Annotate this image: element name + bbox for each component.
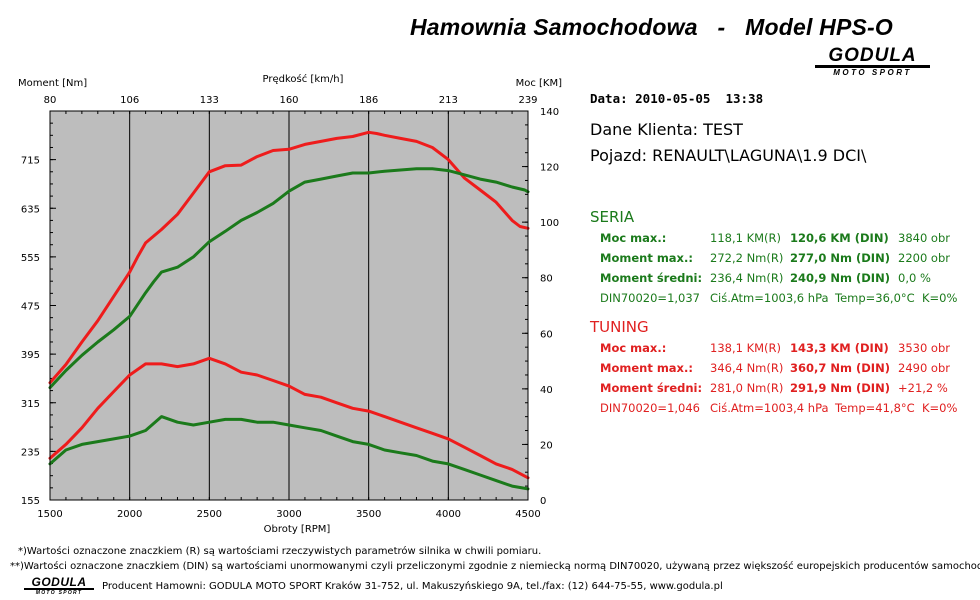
seria-avg-din: 240,9 Nm (DIN) — [790, 271, 890, 285]
curves — [48, 130, 530, 491]
tuning-din-factor: DIN70020=1,046 — [600, 401, 700, 415]
logo-sub-text: MOTO SPORT — [833, 68, 912, 77]
x-tick-label: 1500 — [37, 509, 62, 520]
x-tick-label: 3500 — [356, 509, 381, 520]
dyno-chart: 1500 2000 2500 3000 3500 4000 4500 80 106 133 160 1… — [18, 73, 563, 535]
seria-atm: Ciś.Atm=1003,6 hPa — [710, 291, 829, 305]
tuning-avg-r: 281,0 Nm(R) — [710, 381, 784, 395]
producer-info: Producent Hamowni: GODULA MOTO SPORT Kra… — [102, 581, 723, 592]
seria-moment-din: 277,0 Nm (DIN) — [790, 251, 890, 265]
x-top-axis-label: Prędkość [km/h] — [263, 73, 344, 85]
seria-avg-r: 236,4 Nm(R) — [710, 271, 784, 285]
tuning-moment-label: Moment max.: — [600, 361, 693, 375]
y-left-tick-label: 395 — [21, 350, 40, 361]
x-top-tick-label: 239 — [518, 95, 537, 106]
tuning-moc-din: 143,3 KM (DIN) — [790, 341, 889, 355]
seria-k: K=0% — [922, 291, 958, 305]
y-right-tick-label: 120 — [540, 163, 559, 174]
x-tick-label: 2000 — [117, 509, 142, 520]
tuning-avg-din: 291,9 Nm (DIN) — [790, 381, 890, 395]
x-top-tick-label: 160 — [279, 95, 298, 106]
x-top-tick-label: 106 — [120, 95, 139, 106]
x-axis-label: Obroty [RPM] — [264, 524, 331, 535]
y-right-tick-label: 80 — [540, 274, 553, 285]
y-right-tick-label: 60 — [540, 329, 553, 340]
y-left-tick-label: 315 — [21, 399, 40, 410]
seria-moc-label: Moc max.: — [600, 231, 667, 245]
curve-seria-moment — [48, 167, 530, 390]
seria-avg-pct: 0,0 % — [898, 271, 931, 285]
x-top-tick-label: 133 — [200, 95, 219, 106]
y-right-axis-label: Moc [KM] — [516, 78, 563, 89]
seria-moc-r: 118,1 KM(R) — [710, 231, 782, 245]
tuning-avg-pct: +21,2 % — [898, 381, 948, 395]
tuning-avg-label: Moment średni: — [600, 381, 703, 395]
tuning-moment-r: 346,4 Nm(R) — [710, 361, 784, 375]
x-tick-label: 2500 — [197, 509, 222, 520]
x-tick-label: 4500 — [515, 509, 540, 520]
y-right-tick-label: 0 — [540, 496, 546, 507]
seria-din-factor: DIN70020=1,037 — [600, 291, 700, 305]
seria-moc-din: 120,6 KM (DIN) — [790, 231, 889, 245]
tuning-moment-din: 360,7 Nm (DIN) — [790, 361, 890, 375]
footer-logo-sub: MOTO SPORT — [35, 590, 83, 596]
y-right-tick-label: 40 — [540, 385, 553, 396]
tuning-moment-rpm: 2490 obr — [898, 361, 950, 375]
y-left-axis-label: Moment [Nm] — [18, 78, 87, 89]
godula-logo: GODULA MOTO SPORT — [815, 46, 930, 77]
plot-frame — [49, 110, 529, 501]
y-left-tick-label: 475 — [21, 302, 40, 313]
y-right-tick-label: 20 — [540, 440, 553, 451]
vehicle-name: Pojazd: RENAULT\LAGUNA\1.9 DCI\ — [590, 146, 867, 165]
tuning-moc-rpm: 3530 obr — [898, 341, 950, 355]
footer-logo-main: GODULA — [24, 576, 94, 590]
y-right-tick-label: 100 — [540, 218, 559, 229]
footnote-din: **)Wartości oznaczone znaczkiem (DIN) są… — [10, 561, 980, 572]
seria-avg-label: Moment średni: — [600, 271, 703, 285]
x-top-tick-label: 213 — [439, 95, 458, 106]
tuning-title: TUNING — [590, 318, 649, 336]
x-tick-label: 3000 — [276, 509, 301, 520]
seria-moment-r: 272,2 Nm(R) — [710, 251, 784, 265]
y-right-tick-label: 140 — [540, 107, 559, 118]
seria-title: SERIA — [590, 208, 635, 226]
seria-moc-rpm: 3840 obr — [898, 231, 950, 245]
seria-temp: Temp=36,0°C — [835, 291, 915, 305]
y-left-tick-label: 635 — [21, 204, 40, 215]
y-left-tick-label: 235 — [21, 447, 40, 458]
x-tick-label: 4000 — [436, 509, 461, 520]
x-top-tick-label: 80 — [44, 95, 57, 106]
y-left-tick-label: 155 — [21, 496, 40, 507]
tuning-k: K=0% — [922, 401, 958, 415]
y-left-tick-label: 715 — [21, 156, 40, 167]
seria-moment-rpm: 2200 obr — [898, 251, 950, 265]
tuning-moc-r: 138,1 KM(R) — [710, 341, 782, 355]
x-top-tick-label: 186 — [359, 95, 378, 106]
measurement-date: Data: 2010-05-05 13:38 — [590, 91, 764, 106]
y-left-tick-label: 555 — [21, 253, 40, 264]
logo-main-text: GODULA — [815, 46, 930, 68]
tuning-moc-label: Moc max.: — [600, 341, 667, 355]
footer-logo: GODULA MOTO SPORT — [24, 576, 94, 596]
tuning-atm: Ciś.Atm=1003,4 hPa — [710, 401, 829, 415]
curve-seria-moc — [48, 415, 530, 491]
page-title: Hamownia Samochodowa - Model HPS-O — [410, 14, 893, 40]
tuning-temp: Temp=41,8°C — [835, 401, 915, 415]
tick-labels: 1500 2000 2500 3000 3500 4000 4500 80 106 133 160 1… — [21, 95, 559, 520]
seria-moment-label: Moment max.: — [600, 251, 693, 265]
curve-tuning-moc — [48, 356, 530, 480]
client-name: Dane Klienta: TEST — [590, 120, 743, 139]
footnote-r: *)Wartości oznaczone znaczkiem (R) są wa… — [18, 546, 542, 557]
curve-tuning-moment — [48, 130, 530, 385]
